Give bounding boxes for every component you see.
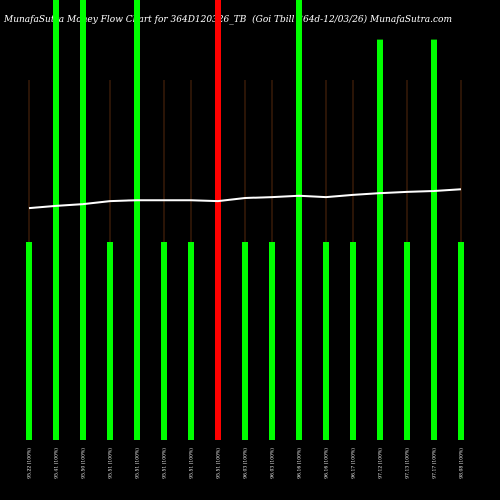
- x-tick-label: 95.51 (100%): [215, 448, 222, 479]
- bar: [80, 0, 86, 440]
- x-tick-label: 95.51 (100%): [161, 448, 168, 479]
- x-tick-label: 95.51 (100%): [107, 448, 114, 479]
- bar: [323, 242, 329, 440]
- x-tick-label: 95.50 (100%): [80, 448, 87, 479]
- bar: [350, 242, 356, 440]
- bar: [107, 242, 113, 440]
- x-tick-label: 95.51 (100%): [188, 448, 195, 479]
- x-tick-label: 95.41 (100%): [53, 448, 60, 479]
- bar: [431, 39, 437, 440]
- bar: [161, 242, 167, 440]
- x-tick-label: 97.13 (100%): [404, 448, 411, 479]
- bar: [134, 0, 140, 440]
- x-tick-label: 95.22 (100%): [26, 448, 33, 479]
- chart-title: MunafaSutra Money Flow Chart for 364D120…: [3, 15, 247, 25]
- bar: [188, 242, 194, 440]
- bar: [404, 242, 410, 440]
- chart-subtitle: (Goi Tbill 364d-12/03/26) MunafaSutra.co…: [252, 14, 452, 25]
- x-tick-label: 96.03 (100%): [242, 448, 249, 479]
- bar: [269, 242, 275, 440]
- bar: [458, 242, 464, 440]
- x-tick-label: 96.03 (100%): [269, 448, 276, 479]
- bar: [242, 242, 248, 440]
- bar: [296, 0, 302, 440]
- bar: [53, 0, 59, 440]
- x-tick-label: 96.17 (100%): [350, 448, 357, 479]
- bar: [215, 0, 221, 440]
- bar: [26, 242, 32, 440]
- flow-line: [28, 188, 462, 210]
- x-tick-label: 97.12 (100%): [377, 448, 384, 479]
- x-tick-label: 97.17 (100%): [431, 448, 438, 479]
- x-tick-label: 95.51 (100%): [134, 448, 141, 479]
- x-tick-label: 96.16 (100%): [323, 448, 330, 479]
- bar: [377, 39, 383, 440]
- x-tick-label: 98.08 (100%): [458, 448, 465, 479]
- x-tick-label: 96.16 (100%): [296, 448, 303, 479]
